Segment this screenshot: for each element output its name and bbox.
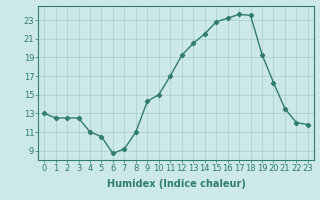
X-axis label: Humidex (Indice chaleur): Humidex (Indice chaleur) <box>107 179 245 189</box>
